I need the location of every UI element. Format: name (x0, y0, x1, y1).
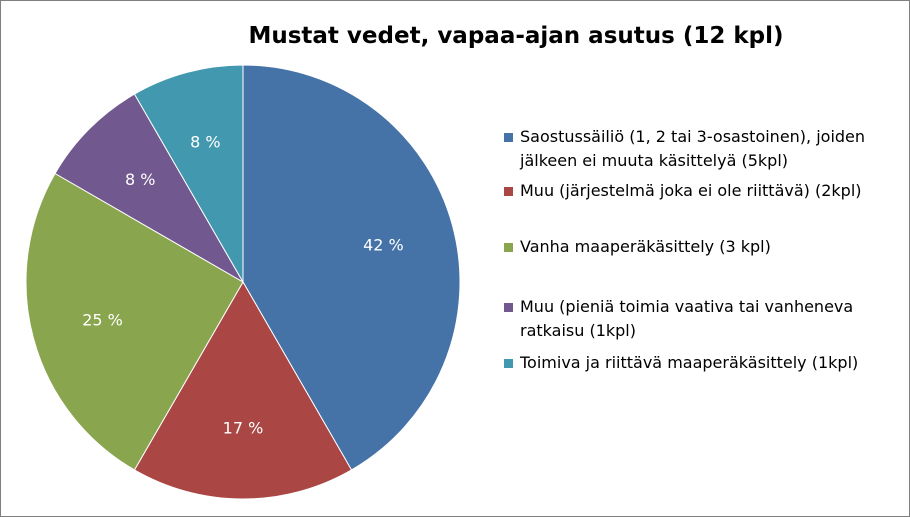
legend-label-2: Muu (järjestelmä joka ei ole riittävä) (… (520, 181, 862, 200)
legend-item-1: Saostussäiliö (1, 2 tai 3-osastoinen), j… (504, 125, 894, 173)
legend-label-1: Saostussäiliö (1, 2 tai 3-osastoinen), j… (520, 127, 866, 170)
data-label-1: 42 % (363, 235, 404, 254)
legend-item-4: Muu (pieniä toimia vaativa tai vanheneva… (504, 295, 894, 343)
pie-slice-1 (242, 64, 461, 471)
legend-label-3: Vanha maaperäkäsittely (3 kpl) (520, 237, 771, 256)
chart-title: Mustat vedet, vapaa-ajan asutus (12 kpl) (248, 23, 784, 49)
legend-swatch-3 (504, 243, 513, 252)
legend-swatch-4 (504, 303, 513, 312)
data-label-3: 25 % (82, 311, 123, 330)
legend-item-2: Muu (järjestelmä joka ei ole riittävä) (… (504, 179, 894, 203)
data-label-4: 8 % (125, 170, 155, 189)
legend-item-5: Toimiva ja riittävä maaperäkäsittely (1k… (504, 351, 894, 375)
pie-slice-5 (133, 64, 244, 284)
pie-slice-3 (25, 172, 244, 471)
legend-swatch-5 (504, 359, 513, 368)
pie-slice-2 (133, 280, 353, 500)
legend-item-3: Vanha maaperäkäsittely (3 kpl) (504, 235, 894, 259)
pie-slice-4 (54, 93, 245, 284)
legend-swatch-1 (504, 133, 513, 142)
legend-label-4: Muu (pieniä toimia vaativa tai vanheneva… (520, 297, 854, 340)
legend-label-5: Toimiva ja riittävä maaperäkäsittely (1k… (520, 353, 859, 372)
data-label-5: 8 % (190, 133, 220, 152)
legend-swatch-2 (504, 187, 513, 196)
data-label-2: 17 % (223, 418, 264, 437)
